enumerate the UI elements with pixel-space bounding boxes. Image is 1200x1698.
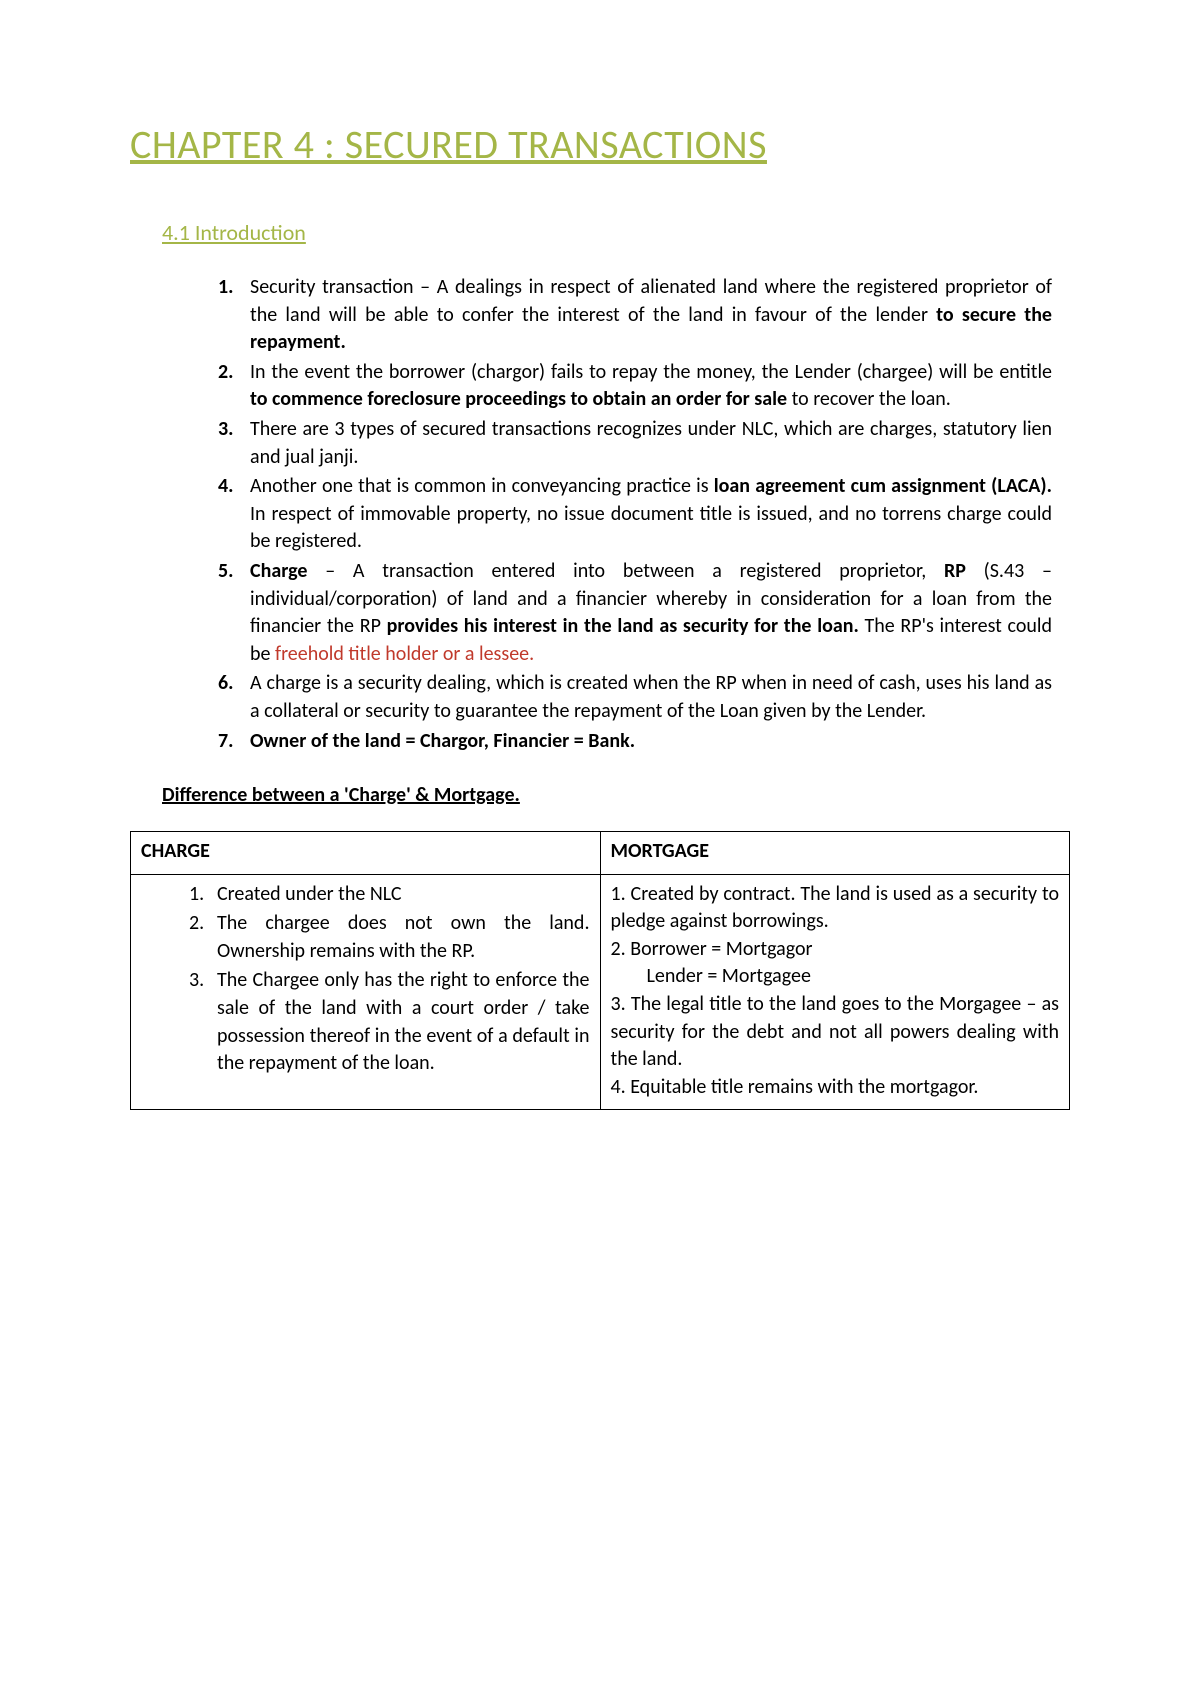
introduction-list: 1.Security transaction – A dealings in r… xyxy=(218,274,1052,755)
subsection-title: Difference between a 'Charge' & Mortgage… xyxy=(162,783,1070,807)
table-cell-mortgage: 1. Created by contract. The land is used… xyxy=(600,874,1070,1110)
chapter-title: CHAPTER 4 : SECURED TRANSACTIONS xyxy=(130,120,1070,169)
list-item: 2.In the event the borrower (chargor) fa… xyxy=(218,359,1052,414)
table-cell-charge: 1.Created under the NLC2.The chargee doe… xyxy=(131,874,601,1110)
list-item: 5.Charge – A transaction entered into be… xyxy=(218,558,1052,668)
list-item: 3.There are 3 types of secured transacti… xyxy=(218,416,1052,471)
charge-list-item: 2.The chargee does not own the land. Own… xyxy=(189,910,590,965)
table-header-mortgage: MORTGAGE xyxy=(600,832,1070,875)
section-title: 4.1 Introduction xyxy=(162,219,1070,246)
list-item: 4.Another one that is common in conveyan… xyxy=(218,473,1052,556)
list-item: 7.Owner of the land = Chargor, Financier… xyxy=(218,728,1052,756)
charge-list-item: 1.Created under the NLC xyxy=(189,881,590,909)
comparison-table: CHARGE MORTGAGE 1.Created under the NLC2… xyxy=(130,831,1070,1110)
table-header-charge: CHARGE xyxy=(131,832,601,875)
charge-list-item: 3.The Chargee only has the right to enfo… xyxy=(189,967,590,1077)
list-item: 6.A charge is a security dealing, which … xyxy=(218,670,1052,725)
list-item: 1.Security transaction – A dealings in r… xyxy=(218,274,1052,357)
